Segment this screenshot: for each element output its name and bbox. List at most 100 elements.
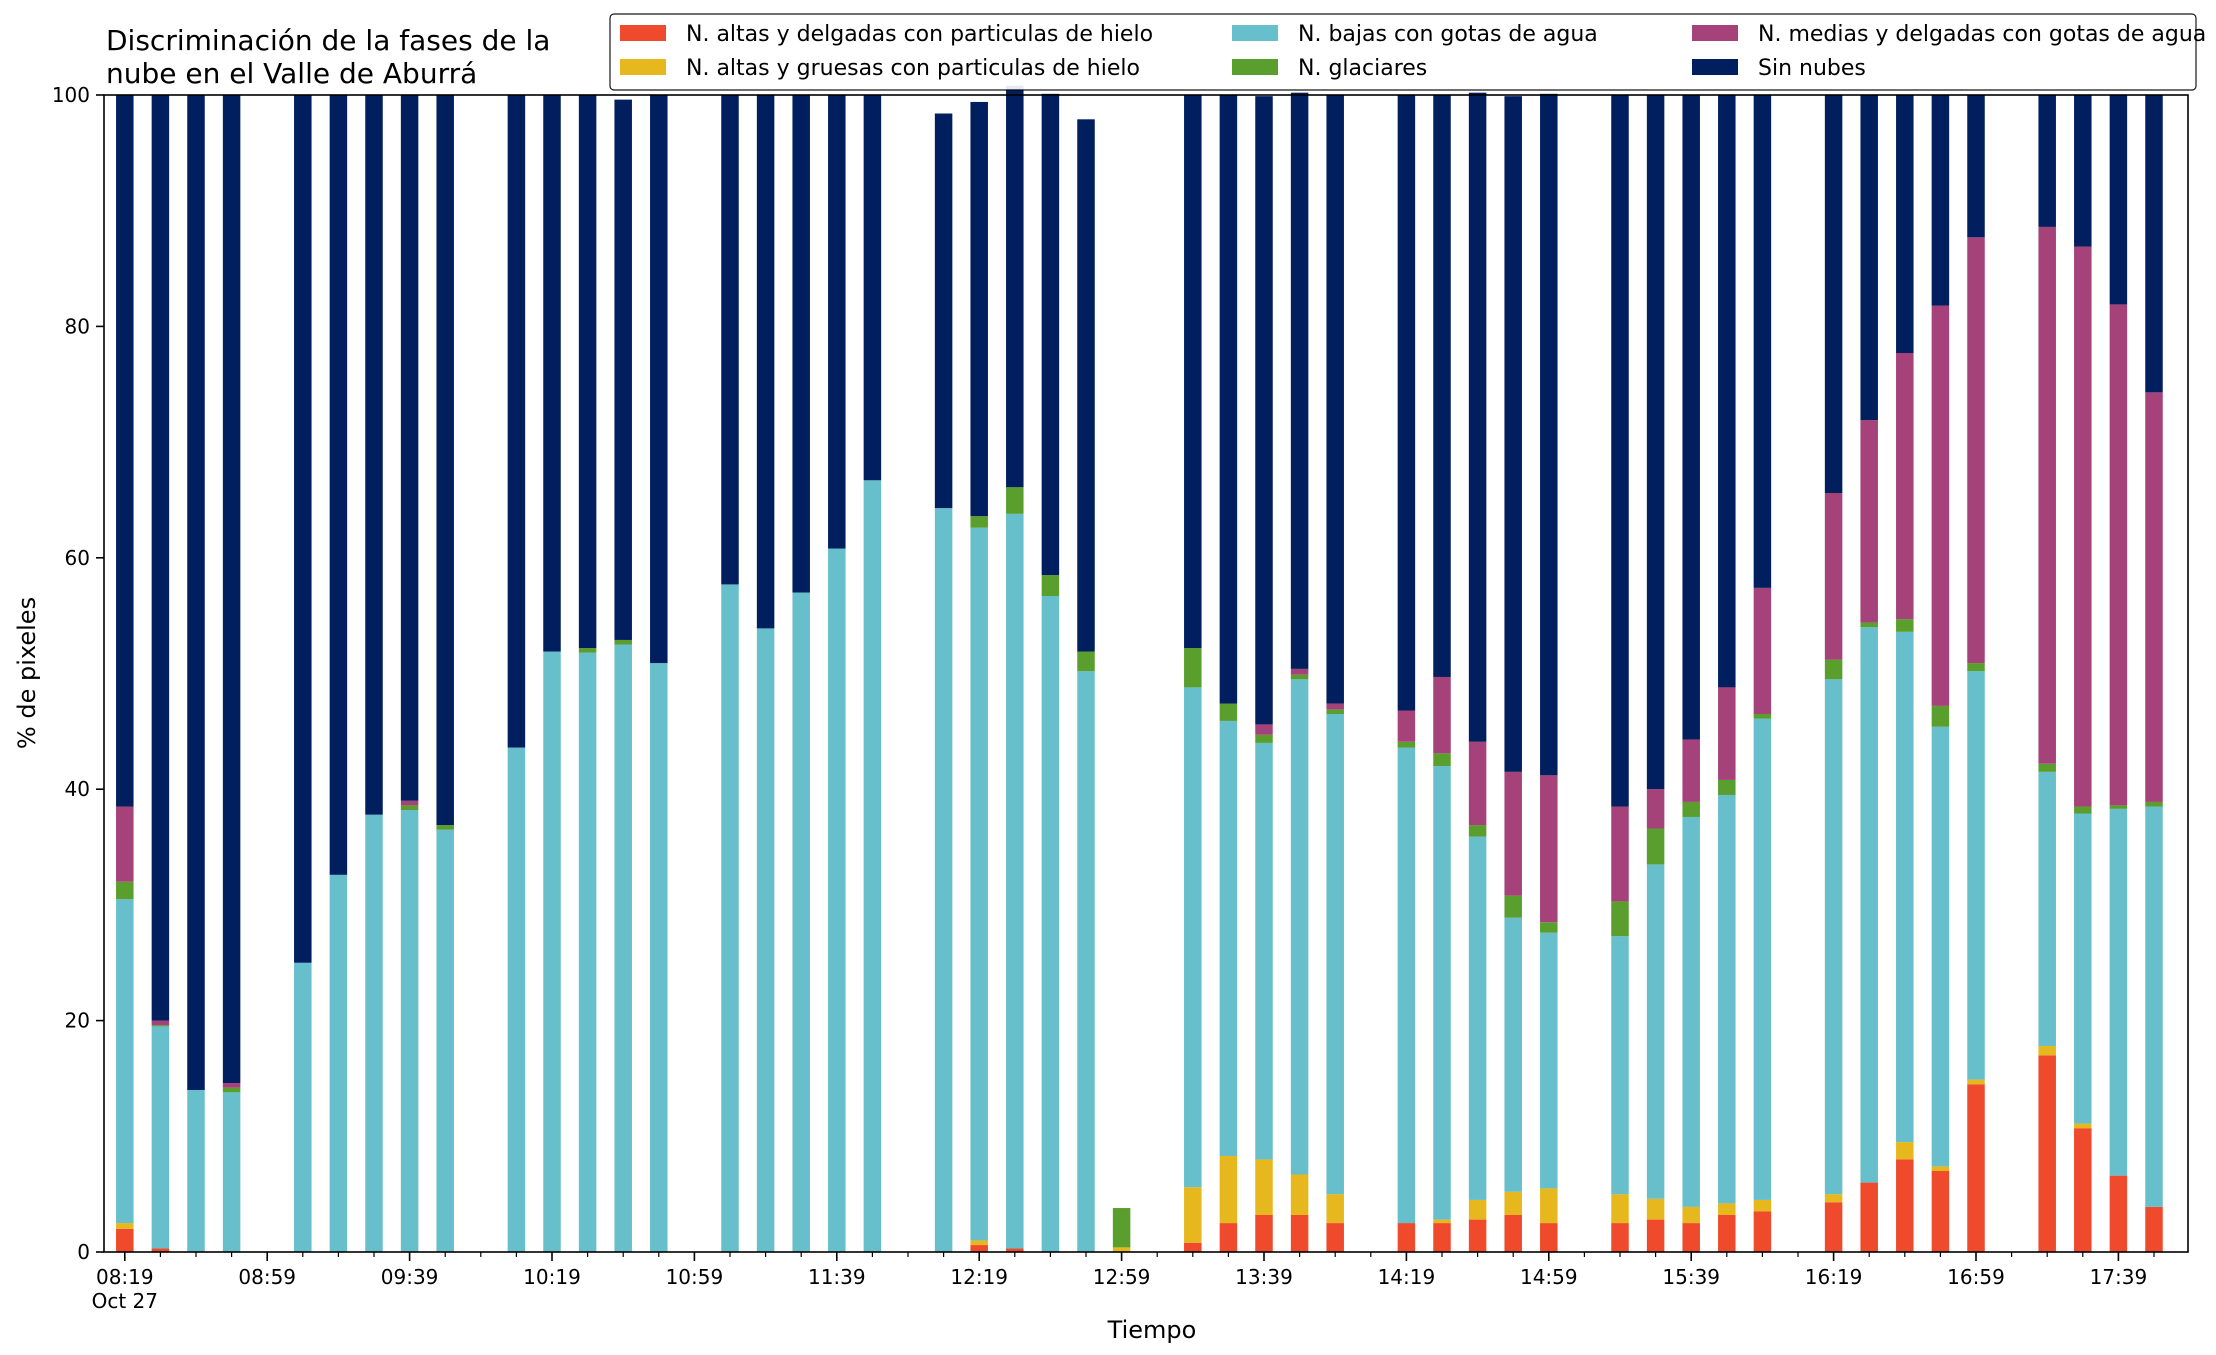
legend-swatch-5: [1692, 59, 1738, 75]
bar-segment-1319-s2: [1184, 687, 1202, 1188]
bar-segment-1659-s0: [1967, 1084, 1985, 1252]
bar-segment-0819-s2: [116, 899, 134, 1224]
bar-segment-0949-s3: [436, 825, 454, 830]
y-tick-label-80: 80: [65, 314, 90, 338]
x-tick-label-1539: 15:39: [1662, 1265, 1720, 1289]
bar-segment-1219-s3: [970, 516, 988, 528]
bar-segment-1149-s5: [863, 95, 882, 481]
bar-segment-1649-s4: [1931, 305, 1950, 706]
bar-segment-1559-s5: [1753, 95, 1772, 588]
bar-segment-1109-s2: [721, 584, 739, 1252]
bar-segment-1219-s1: [970, 1240, 988, 1246]
x-tick-label-1339: 13:39: [1235, 1265, 1293, 1289]
bar-segment-1019-s2: [543, 651, 561, 1252]
bar-segment-1529-s1: [1646, 1198, 1665, 1220]
bar-segment-1639-s1: [1896, 1142, 1914, 1160]
bar-segment-1329-s1: [1219, 1155, 1238, 1224]
x-tick-label-1459: 14:59: [1520, 1265, 1578, 1289]
bar-segment-1559-s0: [1753, 1211, 1772, 1252]
bar-segment-0939-s2: [400, 810, 419, 1252]
bar-segment-1029-s2: [578, 652, 597, 1252]
bar-segment-0819-s0: [116, 1228, 134, 1252]
bar-segment-1659-s4: [1967, 237, 1985, 664]
legend-label-5: Sin nubes: [1758, 56, 1866, 81]
bar-segment-1359-s3: [1326, 709, 1344, 714]
bar-segment-1319-s0: [1184, 1242, 1202, 1252]
bar-segment-1729-s0: [2074, 1128, 2092, 1252]
bar-segment-1319-s5: [1184, 95, 1202, 649]
bar-segment-1649-s0: [1931, 1171, 1950, 1252]
plot-frame: [103, 94, 2189, 1253]
bar-segment-1449-s1: [1504, 1191, 1522, 1215]
bar-segment-1629-s4: [1860, 420, 1878, 623]
bar-segment-1419-s0: [1397, 1223, 1416, 1252]
bar-segment-1129-s5: [792, 95, 810, 593]
bar-segment-1429-s3: [1433, 753, 1451, 767]
x-tick-label-1259: 12:59: [1093, 1265, 1151, 1289]
legend-label-2: N. bajas con gotas de agua: [1298, 22, 1598, 47]
bar-segment-1429-s5: [1433, 95, 1451, 677]
bar-segment-1039-s2: [614, 644, 632, 1252]
bar-segment-0819-s3: [116, 881, 134, 900]
legend-swatch-2: [1232, 25, 1278, 41]
bar-segment-1619-s0: [1824, 1202, 1843, 1252]
bar-segment-1729-s5: [2074, 95, 2092, 247]
bar-segment-1729-s4: [2074, 246, 2092, 807]
bar-segment-1629-s2: [1860, 627, 1878, 1183]
bar-segment-1559-s3: [1753, 714, 1772, 719]
bar-segment-1119-s2: [756, 628, 775, 1252]
bar-segment-1009-s5: [507, 95, 526, 748]
bar-segment-1729-s1: [2074, 1123, 2092, 1129]
bar-segment-1529-s2: [1646, 864, 1665, 1199]
bar-segment-1459-s1: [1540, 1188, 1558, 1224]
legend-label-3: N. glaciares: [1298, 56, 1427, 81]
bar-segment-1209-s2: [934, 508, 953, 1252]
bar-segment-0949-s2: [436, 829, 454, 1252]
legend-box: [609, 13, 2197, 91]
bar-segment-1659-s1: [1967, 1079, 1985, 1085]
bar-segment-1719-s5: [2038, 95, 2056, 227]
bar-segment-1449-s4: [1504, 771, 1522, 896]
bar-segment-1419-s3: [1397, 741, 1416, 748]
bar-segment-0939-s3: [400, 805, 419, 811]
bar-segment-1139-s5: [828, 95, 846, 549]
bar-segment-1219-s0: [970, 1245, 988, 1252]
bar-segment-0819-s5: [116, 95, 134, 807]
bar-segment-0829-s4: [151, 1020, 170, 1026]
bar-segment-1749-s5: [2145, 95, 2163, 393]
bar-segment-1439-s1: [1468, 1199, 1487, 1220]
bar-segment-1249-s5: [1077, 119, 1095, 652]
bar-segment-1449-s5: [1504, 96, 1522, 772]
bar-segment-1129-s2: [792, 592, 810, 1252]
bar-segment-1549-s2: [1718, 794, 1736, 1204]
bar-segment-0939-s4: [400, 800, 419, 806]
bar-segment-1349-s3: [1290, 674, 1309, 680]
bar-segment-1429-s4: [1433, 676, 1451, 754]
bar-segment-1549-s4: [1718, 687, 1736, 780]
bar-segment-1139-s2: [828, 548, 846, 1252]
y-axis: 0 20 40 60 80 100: [52, 83, 104, 1264]
bar-segment-1619-s3: [1824, 659, 1843, 680]
bar-segment-1319-s3: [1184, 648, 1202, 688]
chart-title-line-1: Discriminación de la fases de la: [106, 24, 550, 57]
bar-segment-0929-s5: [365, 95, 383, 815]
bar-segment-1729-s3: [2074, 806, 2092, 814]
bar-segment-1559-s2: [1753, 718, 1772, 1200]
bar-segment-1239-s5: [1041, 93, 1060, 576]
bar-segment-1349-s4: [1290, 668, 1309, 675]
bar-segment-1739-s4: [2109, 304, 2128, 806]
bar-segment-1029-s3: [578, 648, 597, 653]
bar-segment-1529-s0: [1646, 1219, 1665, 1252]
bar-segment-1439-s0: [1468, 1219, 1487, 1252]
bar-segment-1539-s1: [1682, 1206, 1700, 1224]
bar-segment-1549-s3: [1718, 779, 1736, 795]
bar-segment-1719-s0: [2038, 1055, 2056, 1252]
bar-segment-1349-s1: [1290, 1174, 1309, 1215]
bar-segment-1739-s5: [2109, 95, 2128, 305]
bar-segment-1719-s4: [2038, 226, 2056, 764]
legend-label-4: N. medias y delgadas con gotas de agua: [1758, 22, 2206, 47]
bar-segment-1359-s4: [1326, 703, 1344, 710]
bar-segment-0829-s2: [151, 1026, 170, 1249]
bar-segment-1529-s3: [1646, 828, 1665, 865]
bar-segment-1649-s3: [1931, 705, 1950, 727]
